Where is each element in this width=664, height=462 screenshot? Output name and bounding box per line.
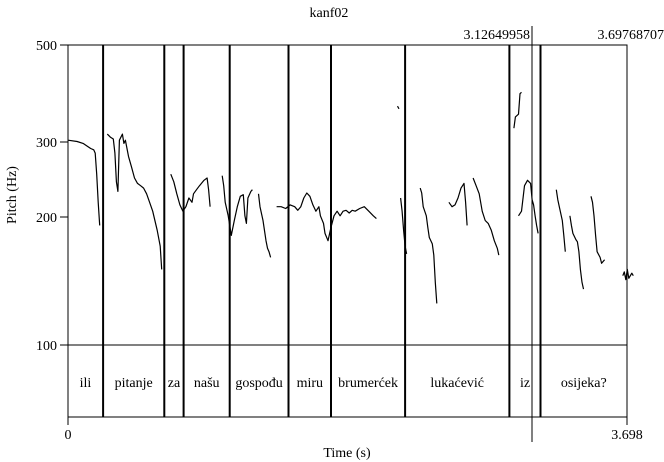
pitch-segment-13 [555,189,566,252]
word-label-7: lukaćević [430,376,484,391]
word-boundaries [102,45,542,417]
pitch-segment-16 [622,268,634,281]
y-tick-label-300: 300 [36,136,57,151]
pitch-segment-14 [569,215,585,290]
pitch-segment-10 [472,177,500,256]
y-tick-label-100: 100 [36,339,57,354]
x-axis: 0 3.698 Time (s) [65,417,643,461]
x-tick-label-end: 3.698 [611,428,643,443]
word-label-3: našu [194,376,220,391]
pitch-segment-4 [257,193,272,258]
pitch-segment-3 [221,175,253,236]
word-tier: ili pitanje za našu gospođu miru brumerćek luka… [80,376,607,391]
pitch-segment-6 [396,105,400,110]
pitch-segment-2 [170,173,211,212]
y-tick-label-500: 500 [36,39,57,54]
selection-end-label: 3.69768707 [598,28,664,43]
x-tick-label-start: 0 [65,428,72,443]
pitch-segment-5 [276,192,377,242]
word-label-0: ili [80,376,92,391]
y-axis: 500 300 200 100 Pitch (Hz) [5,39,68,354]
word-label-1: pitanje [115,376,153,391]
selection-markers: 3.12649958 3.69768707 [464,26,664,442]
y-axis-label: Pitch (Hz) [5,166,20,224]
word-label-8: iz [520,376,530,391]
pitch-track [67,91,634,304]
word-label-6: brumerćek [338,376,398,391]
pitch-segment-11 [513,91,522,129]
x-axis-label: Time (s) [323,446,371,461]
selection-start-label: 3.12649958 [464,28,531,43]
plot-frame [67,44,628,418]
chart-title: kanf02 [310,6,349,21]
pitch-segment-1 [106,133,163,270]
word-label-2: za [168,376,181,391]
pitch-segment-9 [448,182,468,226]
word-label-4: gospođu [235,376,282,391]
pitch-segment-15 [590,196,606,264]
y-tick-label-200: 200 [36,211,57,226]
pitch-segment-8 [419,187,438,304]
word-label-5: miru [297,376,323,391]
pitch-segment-0 [67,139,101,226]
word-label-9: osijeka? [561,376,607,391]
pitch-segment-7 [400,197,408,255]
pitch-segment-12 [517,179,539,234]
